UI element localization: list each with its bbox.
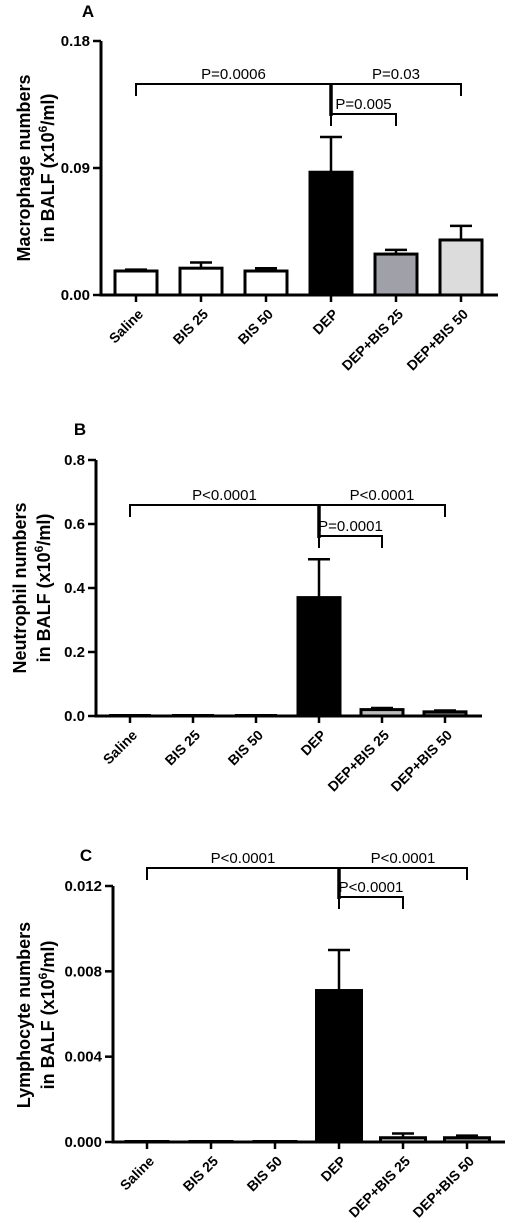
significance-bracket: [330, 83, 462, 96]
p-value-label: P<0.0001: [350, 487, 415, 504]
y-axis-label: Lymphocyte numbers in BALF (x106/ml): [14, 922, 58, 1108]
bar-dep-bis-50: [438, 238, 484, 297]
y-tick-label: 0.00: [61, 287, 90, 304]
p-value-label: P<0.0001: [371, 850, 436, 867]
bar-dep: [315, 989, 363, 1144]
bar-saline: [113, 269, 159, 297]
p-value-label: P<0.0001: [211, 850, 276, 867]
significance-bracket: [135, 83, 332, 96]
y-axis-label-line2: in BALF (x10: [38, 979, 58, 1089]
y-axis-label-line2: in BALF (x10: [34, 552, 54, 662]
y-axis-label-line1: Macrophage numbers: [14, 74, 34, 261]
significance-bracket: [146, 867, 340, 880]
p-value-label: P=0.0006: [201, 66, 266, 83]
p-value-label: P=0.0001: [318, 518, 383, 535]
panel-letter: C: [80, 846, 92, 865]
x-tick-label: DEP+BIS 50: [409, 1153, 477, 1221]
y-tick-label: 0.09: [61, 160, 90, 177]
y-axis-label-line2: in BALF (x10: [38, 132, 58, 242]
y-tick-label: 0.2: [64, 644, 85, 661]
bar-dep-bis-50: [422, 710, 468, 718]
p-value-label: P=0.03: [372, 66, 420, 83]
x-tick-label: BIS 25: [170, 306, 212, 348]
y-tick-label: 0.6: [64, 516, 85, 533]
significance-bracket: [318, 504, 446, 517]
bar-dep-bis-25: [373, 252, 419, 297]
y-axis-label-superscript: 6: [32, 545, 46, 552]
y-axis-label-unit: /ml): [38, 94, 58, 126]
bar-dep: [308, 170, 354, 297]
significance-bracket: [129, 504, 320, 517]
y-axis-label-superscript: 6: [36, 972, 50, 979]
x-tick-label: DEP+BIS 25: [338, 306, 406, 374]
x-tick-label: DEP+BIS 50: [387, 727, 455, 795]
bar-bis-50: [243, 269, 289, 297]
significance-bracket: [330, 113, 397, 126]
x-tick-label: Saline: [106, 306, 147, 347]
y-tick-label: 0.012: [64, 878, 102, 895]
significance-bracket: [318, 535, 383, 548]
x-tick-label: BIS 50: [244, 1153, 286, 1195]
x-tick-label: BIS 50: [235, 306, 277, 348]
y-axis-label-superscript: 6: [36, 125, 50, 132]
y-axis-label-line1: Neutrophil numbers: [10, 502, 30, 673]
x-tick-label: BIS 25: [180, 1153, 222, 1195]
y-tick-label: 0.8: [64, 452, 85, 469]
bar-dep-bis-25: [359, 708, 405, 718]
bar-dep-bis-50: [443, 1136, 491, 1144]
y-tick-label: 0.004: [64, 1049, 102, 1066]
p-value-label: P<0.0001: [192, 487, 257, 504]
bar-dep: [296, 596, 342, 718]
p-value-label: P=0.005: [335, 96, 391, 113]
x-tick-label: Saline: [117, 1153, 158, 1194]
y-axis-label: Macrophage numbers in BALF (x106/ml): [14, 74, 58, 261]
x-tick-label: BIS 25: [162, 727, 204, 769]
x-tick-label: BIS 50: [225, 727, 267, 769]
y-tick-label: 0.0: [64, 708, 85, 725]
p-value-label: P<0.0001: [339, 879, 404, 896]
x-tick-label: DEP+BIS 25: [345, 1153, 413, 1221]
x-tick-label: DEP: [309, 306, 341, 338]
panel-b: B Neutrophil numbers in BALF (x106/ml) 0.0 0…: [10, 420, 482, 795]
y-tick-label: 0.4: [64, 580, 86, 597]
panel-c: C Lymphocyte numbers in BALF (x106/ml) 0.00…: [14, 846, 505, 1221]
y-axis-label-unit: /ml): [38, 941, 58, 973]
bar-bis-25: [178, 266, 224, 297]
y-axis-label-line1: Lymphocyte numbers: [14, 922, 34, 1108]
y-axis-label-unit: /ml): [34, 514, 54, 546]
x-tick-label: DEP+BIS 50: [403, 306, 471, 374]
y-tick-label: 0.000: [64, 1134, 102, 1151]
panel-a: A Macrophage numbers in BALF (x106/ml) 0.00…: [14, 2, 498, 374]
panel-letter: A: [82, 2, 94, 21]
x-tick-label: DEP: [317, 1153, 349, 1185]
panel-letter: B: [74, 420, 86, 439]
significance-bracket: [338, 896, 404, 909]
y-axis-label: Neutrophil numbers in BALF (x106/ml): [10, 502, 54, 673]
y-tick-label: 0.18: [61, 33, 90, 50]
x-tick-label: Saline: [100, 727, 141, 768]
bar-dep-bis-25: [379, 1136, 427, 1144]
y-tick-label: 0.008: [64, 963, 102, 980]
x-tick-label: DEP+BIS 25: [324, 727, 392, 795]
x-tick-label: DEP: [297, 727, 329, 759]
